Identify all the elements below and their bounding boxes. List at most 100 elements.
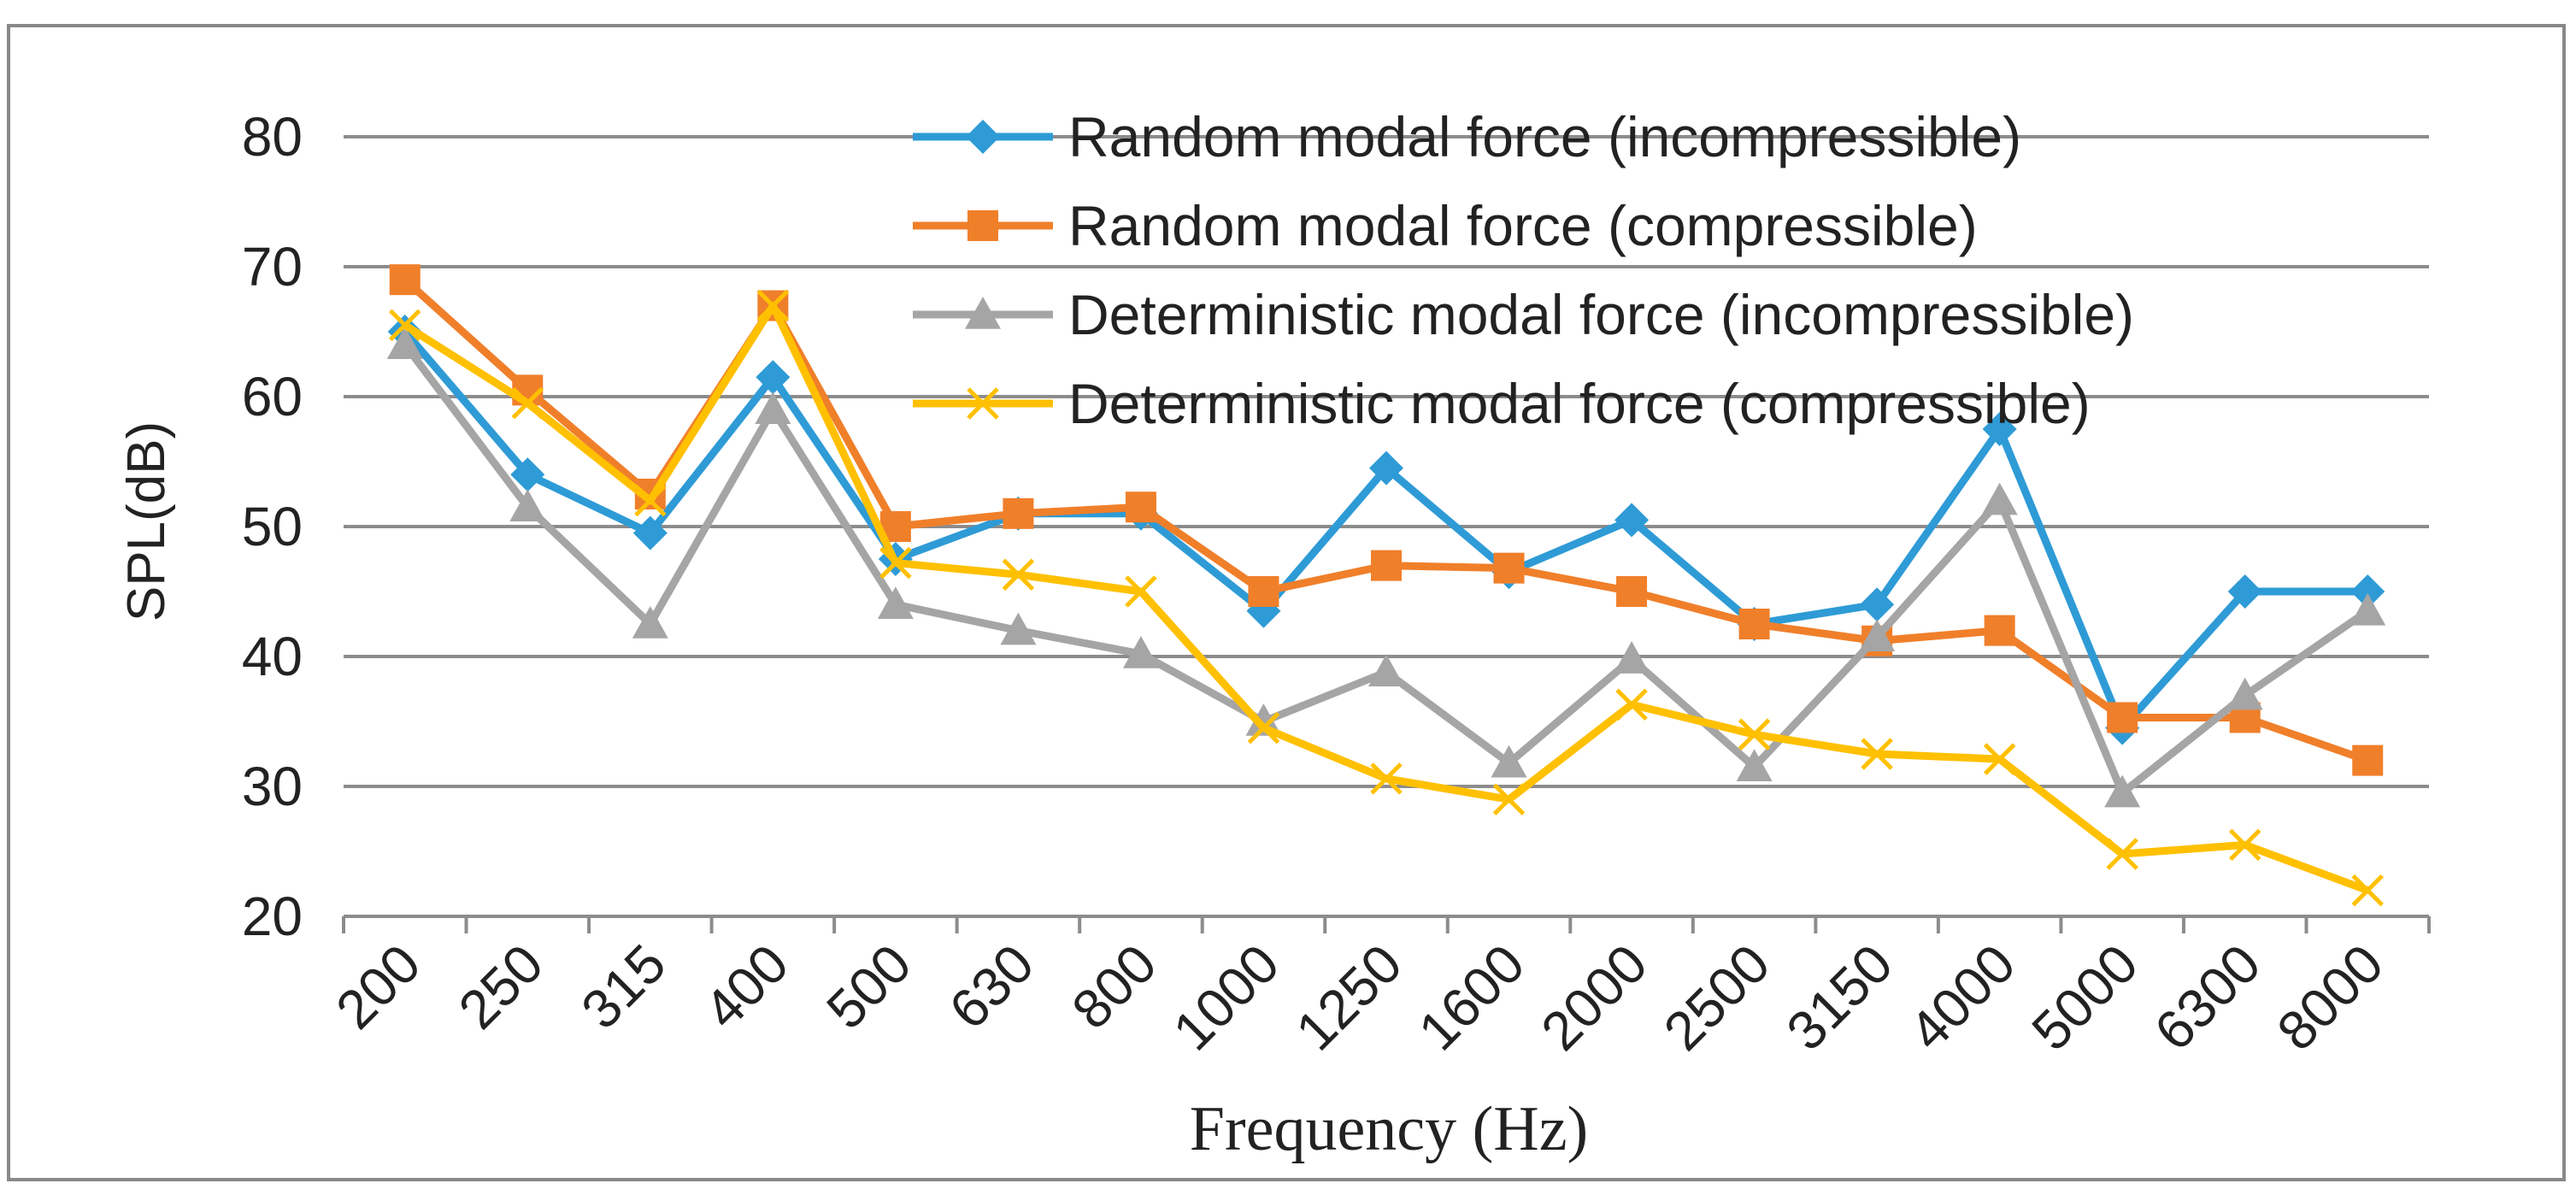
- data-point: [1125, 492, 1156, 523]
- data-point: [1616, 576, 1648, 607]
- x-tick-label: 4000: [1897, 933, 2027, 1063]
- gridlines: [344, 135, 2429, 788]
- data-point: [2106, 838, 2138, 870]
- data-point: [1983, 743, 2016, 775]
- data-point: [2226, 677, 2263, 710]
- x-tick-label: 200: [324, 933, 432, 1040]
- legend-entry: Random modal force (incompressible): [913, 105, 2021, 168]
- y-tick-label: 70: [242, 236, 303, 297]
- x-tick-label: 315: [569, 933, 677, 1040]
- data-point: [1369, 450, 1403, 486]
- legend-marker: [965, 297, 1001, 329]
- data-point: [1491, 745, 1527, 778]
- legend-marker: [966, 120, 1000, 154]
- data-point: [388, 309, 421, 342]
- data-point: [1003, 497, 1034, 529]
- data-point: [1125, 575, 1157, 608]
- legend: Random modal force (incompressible) Rando…: [913, 105, 2134, 435]
- x-tick-label: 6300: [2143, 933, 2273, 1063]
- data-point: [2352, 745, 2384, 776]
- data-point: [511, 386, 544, 420]
- legend-entry: Random modal force (compressible): [913, 194, 1978, 257]
- data-point: [879, 546, 912, 580]
- x-tick-label: 1600: [1407, 933, 1537, 1063]
- x-axis-title: Frequency (Hz): [1190, 1094, 1588, 1164]
- y-tick-label: 50: [242, 496, 303, 557]
- data-point: [755, 391, 791, 424]
- series-group: [386, 264, 2386, 907]
- data-point: [1860, 587, 1895, 622]
- data-point: [632, 606, 668, 639]
- data-point: [1738, 718, 1771, 751]
- legend-entry: Deterministic modal force (incompressibl…: [913, 283, 2134, 346]
- data-point: [1859, 619, 1896, 651]
- data-point: [1982, 412, 2017, 446]
- data-point: [1861, 738, 1893, 770]
- y-axis-title: SPL(dB): [117, 421, 176, 621]
- series-4: [388, 289, 2385, 907]
- data-point: [2228, 828, 2261, 862]
- data-point: [1615, 688, 1648, 721]
- data-point: [1368, 654, 1404, 687]
- data-point: [1000, 612, 1037, 645]
- axes: [342, 915, 2431, 933]
- data-point: [1248, 576, 1279, 607]
- legend-label: Random modal force (compressible): [1068, 194, 1978, 257]
- data-point: [1371, 550, 1402, 581]
- data-point: [756, 289, 790, 322]
- data-point: [756, 360, 791, 395]
- data-point: [1981, 482, 2018, 515]
- x-tick-label: 1000: [1162, 933, 1291, 1063]
- data-point: [1738, 609, 1770, 639]
- x-tick-label: 2000: [1529, 933, 1659, 1063]
- data-point: [2350, 592, 2386, 626]
- y-tick-labels: 20 30 40 50 60 70 80: [242, 106, 303, 947]
- data-point: [1736, 749, 1773, 781]
- data-point: [1493, 552, 1525, 584]
- data-point: [1984, 615, 2015, 646]
- x-tick-label: 8000: [2266, 933, 2396, 1063]
- data-point: [1614, 641, 1650, 674]
- y-tick-label: 40: [242, 626, 303, 687]
- legend-marker: [967, 387, 999, 420]
- y-tick-label: 30: [242, 756, 303, 817]
- x-tick-label: 400: [692, 933, 800, 1040]
- x-tick-label: 800: [1060, 933, 1167, 1040]
- data-point: [389, 264, 421, 296]
- x-tick-label: 250: [447, 933, 555, 1040]
- data-point: [1614, 503, 1650, 538]
- x-tick-label: 1250: [1284, 933, 1414, 1063]
- x-tick-labels: 200 250 315 400 500 630 8001000125016002000250…: [324, 933, 2395, 1063]
- data-point: [1492, 783, 1526, 815]
- data-point: [2227, 574, 2262, 609]
- data-point: [386, 327, 423, 359]
- legend-label: Deterministic modal force (incompressibl…: [1068, 283, 2134, 346]
- y-tick-label: 60: [242, 366, 303, 427]
- legend-entry: Deterministic modal force (compressible): [913, 372, 2091, 435]
- data-point: [1370, 762, 1403, 795]
- data-point: [877, 586, 914, 619]
- chart-frame: [7, 24, 2566, 1181]
- data-point: [510, 457, 545, 492]
- series-line: [402, 276, 2369, 764]
- x-tick-label: 630: [938, 933, 1045, 1040]
- data-point: [2350, 574, 2385, 609]
- x-tick-label: 3150: [1774, 933, 1904, 1063]
- x-tick-label: 500: [815, 933, 922, 1040]
- data-point: [1002, 558, 1035, 592]
- x-tick-label: 5000: [2020, 933, 2150, 1063]
- data-point: [634, 484, 667, 517]
- legend-marker: [967, 210, 998, 241]
- data-point: [509, 489, 546, 521]
- y-tick-label: 20: [242, 886, 303, 947]
- data-point: [1122, 635, 1159, 668]
- legend-label: Random modal force (incompressible): [1068, 105, 2021, 168]
- data-point: [2107, 702, 2138, 733]
- legend-label: Deterministic modal force (compressible): [1068, 372, 2091, 435]
- data-point: [2104, 774, 2141, 808]
- data-point: [1247, 711, 1280, 745]
- data-point: [632, 515, 668, 550]
- x-tick-label: 2500: [1652, 933, 1782, 1063]
- data-point: [2351, 874, 2385, 907]
